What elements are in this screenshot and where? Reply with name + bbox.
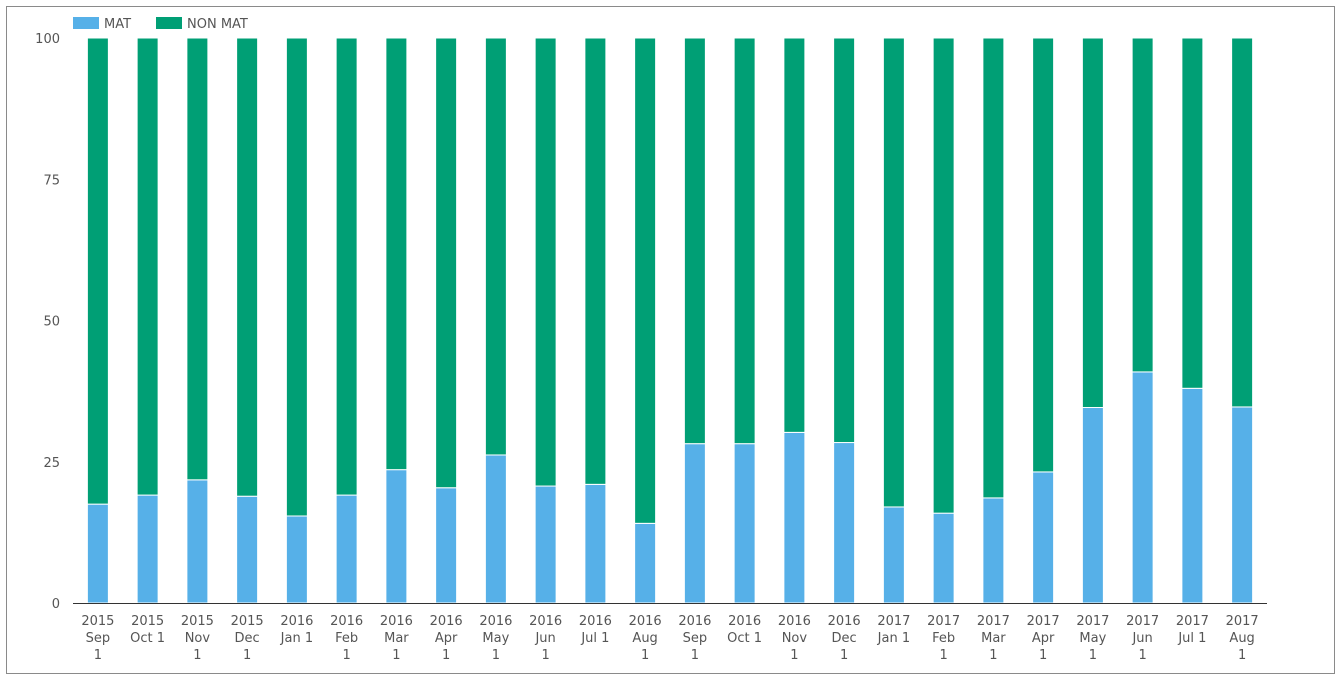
bar-mat bbox=[435, 487, 458, 604]
x-tick-label: 2016 Aug 1 bbox=[629, 614, 662, 663]
bar-non-mat bbox=[435, 37, 458, 489]
bar-mat bbox=[833, 442, 856, 604]
x-tick-label: 2016 Feb 1 bbox=[330, 614, 363, 663]
x-tick-label: 2017 Apr 1 bbox=[1027, 614, 1060, 663]
bar-non-mat bbox=[86, 37, 109, 505]
bar-non-mat bbox=[833, 37, 856, 444]
bar-mat bbox=[1181, 387, 1204, 604]
bar-non-mat bbox=[1181, 37, 1204, 389]
bar-non-mat bbox=[534, 37, 557, 487]
bar-non-mat bbox=[136, 37, 159, 496]
y-tick-label: 0 bbox=[52, 597, 60, 612]
bar-mat bbox=[484, 454, 507, 604]
bar-mat bbox=[1231, 406, 1254, 604]
legend-swatch-non-mat bbox=[156, 17, 182, 29]
bar-non-mat bbox=[683, 37, 706, 445]
x-tick-label: 2015 Nov 1 bbox=[181, 614, 214, 663]
bar-non-mat bbox=[236, 37, 259, 497]
bar-mat bbox=[683, 443, 706, 604]
x-tick-label: 2016 Mar 1 bbox=[380, 614, 413, 663]
x-tick-label: 2017 Jun 1 bbox=[1126, 614, 1159, 663]
x-axis: 2015 Sep 1 2015 Oct 1 2015 Nov 1 2015 Dec 1 2016 Jan… bbox=[73, 603, 1267, 663]
bar-mat bbox=[236, 495, 259, 604]
x-tick-label: 2016 Apr 1 bbox=[430, 614, 463, 663]
bar-mat bbox=[1131, 371, 1154, 604]
bar-mat bbox=[982, 497, 1005, 604]
bar-mat bbox=[285, 515, 308, 604]
bar-non-mat bbox=[285, 37, 308, 517]
bar-non-mat bbox=[634, 37, 657, 524]
bar-non-mat bbox=[1131, 37, 1154, 373]
bar-non-mat bbox=[1231, 37, 1254, 408]
x-tick-label: 2017 May 1 bbox=[1076, 614, 1109, 663]
x-tick-label: 2015 Dec 1 bbox=[231, 614, 264, 663]
x-tick-label: 2016 Jul 1 bbox=[579, 614, 612, 646]
x-tick-label: 2016 Nov 1 bbox=[778, 614, 811, 663]
x-tick-label: 2017 Jan 1 bbox=[877, 614, 911, 646]
x-tick-label: 2015 Sep 1 bbox=[81, 614, 114, 663]
bar-non-mat bbox=[484, 37, 507, 456]
y-tick-label: 100 bbox=[35, 32, 60, 47]
bar-non-mat bbox=[733, 37, 756, 445]
bar-non-mat bbox=[783, 37, 806, 433]
bars bbox=[86, 37, 1254, 604]
bar-non-mat bbox=[385, 37, 408, 471]
bar-non-mat bbox=[1032, 37, 1055, 473]
x-tick-label: 2016 Jun 1 bbox=[529, 614, 562, 663]
x-tick-label: 2017 Aug 1 bbox=[1226, 614, 1259, 663]
bar-mat bbox=[932, 512, 955, 604]
bar-mat bbox=[1032, 471, 1055, 604]
x-tick-label: 2016 May 1 bbox=[479, 614, 512, 663]
bar-non-mat bbox=[1081, 37, 1104, 409]
bar-mat bbox=[733, 443, 756, 604]
bar-mat bbox=[783, 431, 806, 604]
legend: MAT NON MAT bbox=[73, 17, 248, 32]
bar-non-mat bbox=[932, 37, 955, 514]
y-tick-label: 50 bbox=[43, 315, 60, 330]
bar-mat bbox=[534, 485, 557, 604]
bar-mat bbox=[584, 483, 607, 604]
bar-non-mat bbox=[335, 37, 358, 496]
bar-non-mat bbox=[982, 37, 1005, 499]
legend-label-mat: MAT bbox=[104, 17, 131, 32]
bar-mat bbox=[1081, 407, 1104, 604]
chart-frame bbox=[6, 6, 1335, 674]
x-tick-label: 2017 Feb 1 bbox=[927, 614, 960, 663]
y-tick-label: 75 bbox=[43, 173, 60, 188]
bar-non-mat bbox=[584, 37, 607, 485]
x-tick-label: 2015 Oct 1 bbox=[130, 614, 165, 646]
bar-mat bbox=[385, 469, 408, 604]
x-tick-label: 2016 Jan 1 bbox=[280, 614, 314, 646]
bar-mat bbox=[186, 479, 209, 604]
legend-label-non-mat: NON MAT bbox=[187, 17, 248, 32]
legend-swatch-mat bbox=[73, 17, 99, 29]
bar-mat bbox=[634, 522, 657, 604]
x-tick-label: 2016 Dec 1 bbox=[828, 614, 861, 663]
bar-mat bbox=[136, 494, 159, 604]
bar-non-mat bbox=[186, 37, 209, 481]
bar-non-mat bbox=[882, 37, 905, 508]
bar-mat bbox=[335, 494, 358, 604]
y-axis: 0 25 50 75 100 bbox=[35, 32, 60, 612]
x-tick-label: 2016 Sep 1 bbox=[678, 614, 711, 663]
x-tick-label: 2016 Oct 1 bbox=[727, 614, 762, 646]
bar-mat bbox=[86, 503, 109, 604]
bar-mat bbox=[882, 506, 905, 604]
x-tick-label: 2017 Jul 1 bbox=[1176, 614, 1209, 646]
x-tick-label: 2017 Mar 1 bbox=[977, 614, 1010, 663]
y-tick-label: 25 bbox=[43, 456, 60, 471]
